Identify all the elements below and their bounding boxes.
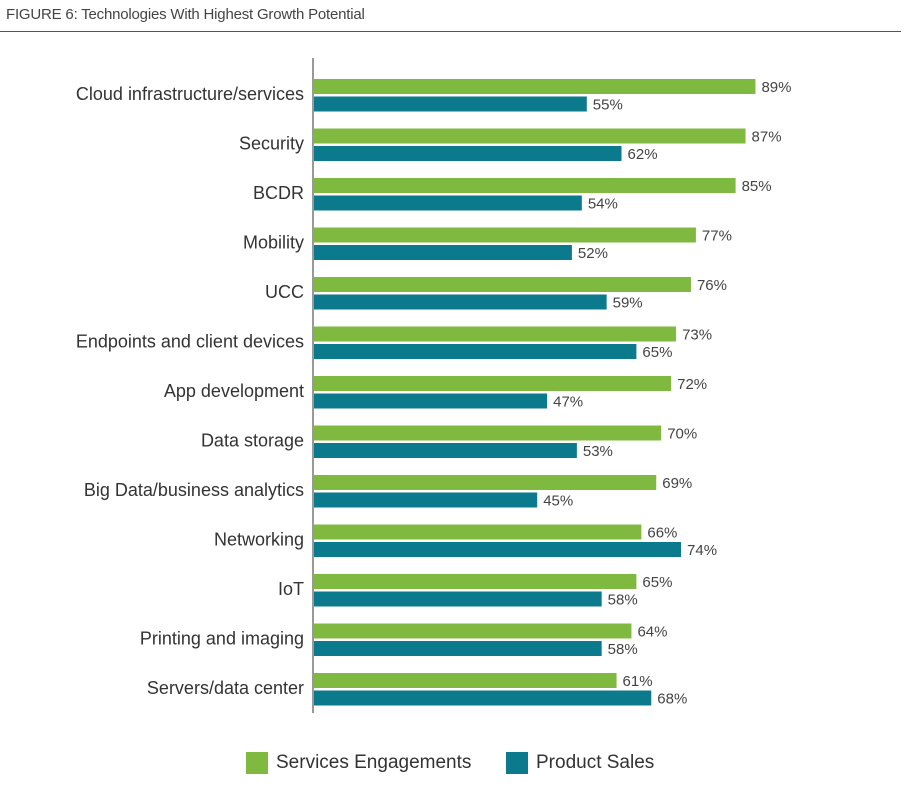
bar-product-cloud-infrastructure-services xyxy=(314,96,587,112)
value-label-services-mobility: 77% xyxy=(702,228,732,245)
bar-services-servers-data-center xyxy=(314,673,617,688)
title-divider xyxy=(0,31,901,32)
category-label-servers-data-center: Servers/data center xyxy=(147,678,304,698)
value-label-services-data-storage: 70% xyxy=(667,426,697,443)
value-label-product-ucc: 59% xyxy=(613,295,643,312)
legend-item-services: Services Engagements xyxy=(246,752,471,774)
bar-services-networking xyxy=(314,524,642,540)
bar-product-big-data-business-analytics xyxy=(314,492,538,508)
bar-product-iot xyxy=(314,591,602,607)
value-label-product-bcdr: 54% xyxy=(588,196,618,213)
bar-services-mobility xyxy=(314,227,696,243)
legend-label-services: Services Engagements xyxy=(276,752,472,773)
bar-product-endpoints-and-client-devices xyxy=(314,344,637,359)
bar-services-ucc xyxy=(314,277,691,292)
category-label-mobility: Mobility xyxy=(243,233,304,253)
category-label-iot: IoT xyxy=(278,579,304,599)
category-label-cloud-infrastructure-services: Cloud infrastructure/services xyxy=(76,84,304,104)
category-label-data-storage: Data storage xyxy=(201,431,304,451)
value-label-services-cloud-infrastructure-services: 89% xyxy=(761,79,791,96)
bar-services-big-data-business-analytics xyxy=(314,475,657,490)
category-label-bcdr: BCDR xyxy=(253,183,304,203)
bar-product-ucc xyxy=(314,294,607,310)
bar-services-security xyxy=(314,128,746,144)
value-label-product-big-data-business-analytics: 45% xyxy=(543,493,573,510)
value-label-product-endpoints-and-client-devices: 65% xyxy=(642,344,672,361)
legend-swatch-services xyxy=(246,752,268,774)
bar-product-printing-and-imaging xyxy=(314,641,602,656)
value-label-product-iot: 58% xyxy=(608,592,638,609)
category-label-app-development: App development xyxy=(164,381,304,401)
value-label-product-app-development: 47% xyxy=(553,394,583,411)
category-label-printing-and-imaging: Printing and imaging xyxy=(140,629,304,649)
category-label-security: Security xyxy=(239,134,304,154)
figure-title: FIGURE 6: Technologies With Highest Grow… xyxy=(6,6,365,23)
value-label-services-iot: 65% xyxy=(642,574,672,591)
bar-services-app-development xyxy=(314,376,672,391)
value-label-services-big-data-business-analytics: 69% xyxy=(662,475,692,492)
value-label-product-cloud-infrastructure-services: 55% xyxy=(593,97,623,114)
bar-services-bcdr xyxy=(314,178,736,193)
category-label-endpoints-and-client-devices: Endpoints and client devices xyxy=(76,332,304,352)
value-label-product-data-storage: 53% xyxy=(583,443,613,460)
bar-chart: Cloud infrastructure/services 89% 55% Secur… xyxy=(76,58,791,713)
legend-label-product: Product Sales xyxy=(536,752,655,773)
bar-services-printing-and-imaging xyxy=(314,623,632,639)
category-label-ucc: UCC xyxy=(265,282,304,302)
value-label-product-mobility: 52% xyxy=(578,245,608,262)
bar-product-servers-data-center xyxy=(314,690,652,706)
legend-item-product: Product Sales xyxy=(506,752,654,774)
category-label-networking: Networking xyxy=(214,530,304,550)
bar-product-networking xyxy=(314,542,682,557)
value-label-product-networking: 74% xyxy=(687,542,717,559)
bar-product-mobility xyxy=(314,245,572,260)
bar-services-iot xyxy=(314,574,637,589)
value-label-services-servers-data-center: 61% xyxy=(623,673,653,690)
value-label-services-bcdr: 85% xyxy=(742,178,772,195)
bar-product-bcdr xyxy=(314,195,582,211)
bar-product-security xyxy=(314,146,622,161)
bar-services-cloud-infrastructure-services xyxy=(314,79,756,94)
value-label-services-endpoints-and-client-devices: 73% xyxy=(682,327,712,344)
bar-services-data-storage xyxy=(314,425,662,441)
value-label-product-servers-data-center: 68% xyxy=(657,691,687,708)
value-label-services-app-development: 72% xyxy=(677,376,707,393)
bar-services-endpoints-and-client-devices xyxy=(314,326,677,342)
value-label-services-printing-and-imaging: 64% xyxy=(637,624,667,641)
value-label-services-security: 87% xyxy=(752,129,782,146)
legend-swatch-product xyxy=(506,752,528,774)
value-label-services-ucc: 76% xyxy=(697,277,727,294)
value-label-product-security: 62% xyxy=(628,146,658,163)
chart-legend: Services Engagements Product Sales xyxy=(0,752,907,778)
category-label-big-data-business-analytics: Big Data/business analytics xyxy=(84,480,304,500)
bar-product-data-storage xyxy=(314,443,577,458)
value-label-services-networking: 66% xyxy=(647,525,677,542)
value-label-product-printing-and-imaging: 58% xyxy=(608,641,638,658)
bar-product-app-development xyxy=(314,393,548,409)
